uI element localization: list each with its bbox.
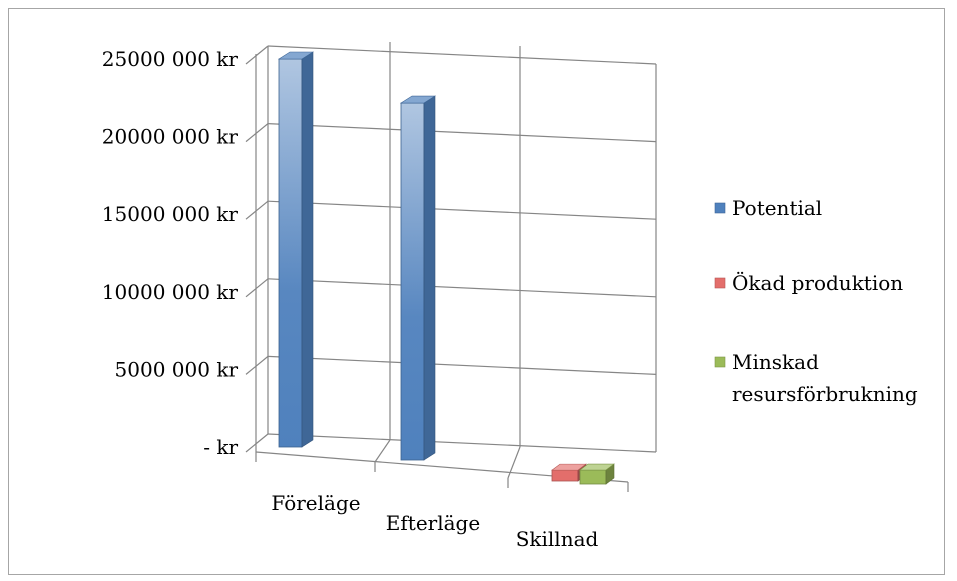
chart-frame <box>8 8 945 575</box>
legend-label: Potential <box>732 196 822 220</box>
tick-mark <box>245 45 269 65</box>
potential-bar-top <box>399 95 437 104</box>
skillnad-bar <box>579 469 607 485</box>
potential-bar-side <box>301 51 314 448</box>
gridline <box>267 45 657 65</box>
legend-swatch <box>714 277 726 289</box>
potential-bar-side <box>423 95 436 461</box>
gridline <box>267 355 657 375</box>
tick-mark <box>245 123 269 143</box>
tick-mark <box>245 200 269 220</box>
legend-label: resursförbrukning <box>732 382 918 406</box>
floor-divider <box>374 439 391 463</box>
skillnad-bar-top <box>551 463 587 471</box>
x-category-label: Skillnad <box>516 527 599 551</box>
potential-bar <box>278 58 303 448</box>
gridline <box>267 278 657 298</box>
legend-swatch <box>714 202 726 214</box>
legend-label: Minskad <box>732 350 819 374</box>
y-tick-label: 20000 000 kr <box>102 125 239 149</box>
y-tick-label: 5000 000 kr <box>115 357 239 381</box>
y-tick-label: - kr <box>203 435 238 459</box>
gridline <box>267 433 657 453</box>
tick-mark <box>245 355 269 375</box>
x-category-label: Efterläge <box>386 511 480 535</box>
x-category-label: Föreläge <box>271 491 360 515</box>
gridline <box>267 200 657 220</box>
legend-swatch <box>714 356 726 368</box>
potential-bar <box>400 102 425 461</box>
legend-label: Ökad produktion <box>732 270 903 295</box>
y-tick-label: 25000 000 kr <box>102 47 239 71</box>
floor-divider <box>507 446 521 479</box>
tick-mark <box>245 278 269 298</box>
potential-bar-top <box>277 51 315 60</box>
gridline <box>267 123 657 143</box>
tick-mark <box>245 433 269 453</box>
skillnad-bar <box>551 469 579 482</box>
skillnad-bar-top <box>579 463 615 471</box>
y-tick-label: 15000 000 kr <box>102 202 239 226</box>
y-tick-label: 10000 000 kr <box>102 280 239 304</box>
